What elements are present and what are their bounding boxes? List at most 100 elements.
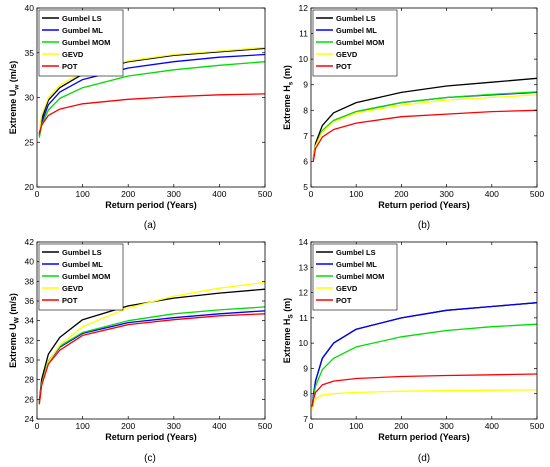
legend: Gumbel LS Gumbel ML Gumbel MOM GEVD POT [312, 243, 398, 311]
legend-entry: Gumbel ML [336, 260, 377, 269]
x-axis-label: Return period (Years) [105, 200, 197, 210]
y-tick-label: 28 [25, 375, 35, 385]
series-line-gumbel-mom [311, 323, 538, 408]
y-axis-label-unit: (m) [282, 65, 292, 82]
y-tick-label: 34 [25, 316, 35, 326]
y-tick-label: 40 [25, 257, 35, 267]
x-tick-label: 400 [485, 421, 499, 431]
series-line-pot [38, 93, 266, 135]
x-tick-label: 500 [258, 189, 272, 199]
legend-entry: POT [62, 296, 78, 305]
y-axis-label-subscript: s [288, 81, 295, 85]
legend-entry: Gumbel ML [62, 260, 103, 269]
legend-entry: Gumbel LS [62, 14, 102, 23]
legend-entry: GEVD [62, 284, 84, 293]
y-tick-label: 42 [25, 237, 35, 247]
x-tick-label: 400 [485, 189, 499, 199]
axes-frame [310, 241, 538, 420]
y-tick-label: 32 [25, 335, 35, 345]
legend-entry: POT [62, 62, 78, 71]
y-tick-label: 25 [25, 137, 35, 147]
x-axis-label: Return period (Years) [378, 432, 470, 442]
x-tick-label: 100 [349, 421, 363, 431]
y-tick-label: 30 [25, 355, 35, 365]
x-tick-label: 500 [530, 189, 544, 199]
legend-box [38, 9, 124, 77]
x-tick-label: 0 [309, 189, 314, 199]
panel-caption: (c) [144, 453, 156, 464]
y-tick-label: 11 [299, 313, 308, 323]
y-tick-label: 24 [25, 414, 35, 424]
y-tick-label: 5 [303, 182, 308, 192]
x-tick-label: 0 [309, 421, 314, 431]
x-tick-label: 400 [212, 189, 226, 199]
series-line-gumbel-mom [38, 61, 266, 138]
series-line-pot [312, 109, 538, 162]
y-axis-label-base: Extreme H [282, 85, 292, 130]
y-axis-label-base: Extreme H [282, 319, 292, 364]
y-tick-label: 7 [303, 131, 308, 141]
y-axis-label-subscript: W [14, 316, 21, 323]
x-tick-label: 200 [394, 421, 408, 431]
y-axis-label-subscript: S [288, 314, 295, 319]
legend-entry: GEVD [336, 50, 358, 59]
legend-entry: Gumbel LS [336, 14, 376, 23]
x-tick-label: 200 [121, 189, 135, 199]
y-tick-label: 9 [303, 80, 308, 90]
legend-entry: GEVD [336, 284, 358, 293]
y-tick-label: 6 [303, 156, 308, 166]
y-tick-label: 10 [299, 338, 309, 348]
y-tick-label: 8 [303, 389, 308, 399]
x-tick-label: 300 [167, 421, 181, 431]
y-axis-label: Extreme Uw (m/s) [8, 61, 21, 135]
y-axis-label: Extreme HS (m) [282, 298, 295, 363]
legend-box [312, 9, 398, 77]
series-line-gevd [311, 389, 538, 410]
y-tick-label: 14 [299, 237, 309, 247]
x-tick-label: 200 [394, 189, 408, 199]
x-tick-label: 500 [258, 421, 272, 431]
legend-entry: Gumbel MOM [62, 38, 110, 47]
x-axis-label: Return period (Years) [105, 432, 197, 442]
y-axis-label-base: Extreme U [8, 323, 18, 368]
chart-panel-3: 0 100 200 300 400 500 24 26 28 30 32 34 36 38 40 42 Retu… [8, 237, 272, 464]
legend-entry: Gumbel MOM [336, 272, 384, 281]
series-line-gevd [312, 94, 538, 161]
legend-entry: Gumbel MOM [62, 272, 110, 281]
legend: Gumbel LS Gumbel ML Gumbel MOM GEVD POT [38, 243, 124, 311]
legend: Gumbel LS Gumbel ML Gumbel MOM GEVD POT [312, 9, 398, 77]
chart-panel-2: 0 100 200 300 400 500 5 6 7 8 9 10 11 12 Return period… [282, 3, 544, 231]
x-tick-label: 0 [35, 421, 40, 431]
y-tick-label: 10 [299, 54, 309, 64]
legend-entry: Gumbel LS [62, 248, 102, 257]
legend-entry: Gumbel LS [336, 248, 376, 257]
y-tick-label: 12 [299, 288, 309, 298]
legend-box [312, 243, 398, 311]
y-tick-label: 13 [299, 262, 309, 272]
legend: Gumbel LS Gumbel ML Gumbel MOM GEVD POT [38, 9, 124, 77]
series-line-gumbel-ls [312, 77, 538, 159]
y-axis-label-unit: (m) [282, 298, 292, 315]
y-tick-label: 40 [25, 3, 35, 13]
legend-box [38, 243, 124, 311]
legend-entry: GEVD [62, 50, 84, 59]
x-tick-label: 100 [349, 189, 363, 199]
legend-entry: Gumbel MOM [336, 38, 384, 47]
x-tick-label: 300 [440, 421, 454, 431]
x-axis-label: Return period (Years) [378, 200, 470, 210]
y-tick-label: 12 [299, 3, 309, 13]
chart-panel-1: 0 100 200 300 400 500 20 25 30 35 40 Return period … [8, 3, 272, 231]
legend-entry: POT [336, 296, 352, 305]
series-line-pot [38, 313, 266, 405]
y-axis-label-unit: (m/s) [8, 293, 18, 317]
series-line-gumbel-ls [38, 288, 266, 402]
x-tick-label: 100 [76, 189, 90, 199]
y-tick-label: 26 [25, 394, 35, 404]
axes-frame [310, 7, 538, 188]
y-tick-label: 35 [25, 48, 35, 58]
panel-caption: (b) [418, 220, 430, 231]
legend-entry: POT [336, 62, 352, 71]
axes-frame [36, 241, 266, 420]
legend-entry: Gumbel ML [62, 26, 103, 35]
x-tick-label: 100 [76, 421, 90, 431]
